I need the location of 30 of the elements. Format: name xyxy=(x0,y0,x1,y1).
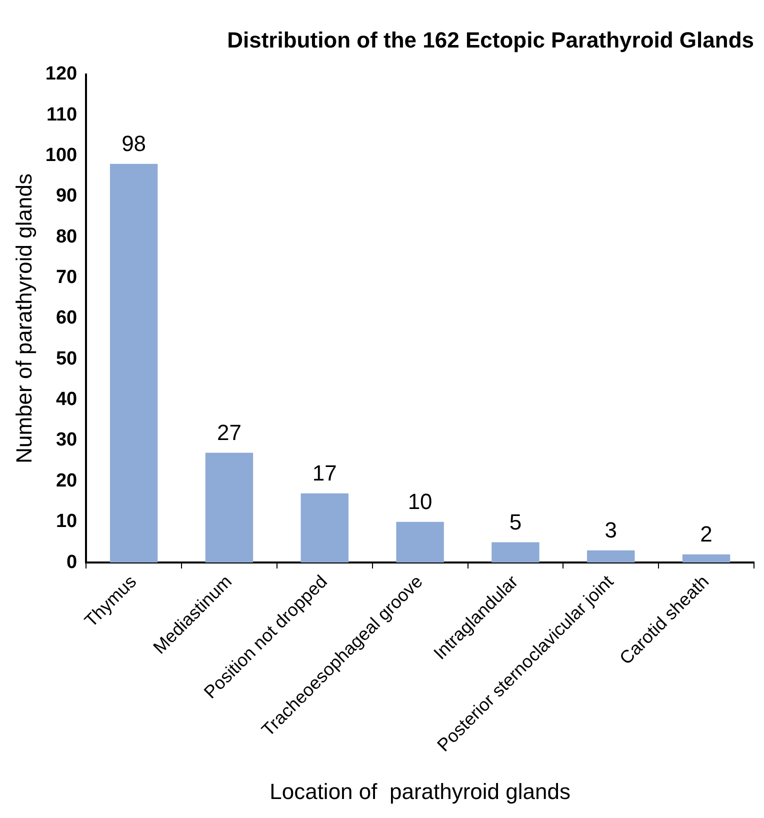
data-label: 10 xyxy=(408,488,432,514)
y-tick-label: 10 xyxy=(56,511,78,532)
data-label: 2 xyxy=(700,521,712,546)
y-tick-label: 120 xyxy=(45,64,78,85)
chart-title: Distribution of the 162 Ectopic Parathyroid Glands xyxy=(227,27,754,52)
data-label: 3 xyxy=(604,517,618,542)
bar xyxy=(300,493,348,563)
y-axis-title: Number of parathyroid glands xyxy=(11,174,36,464)
bar xyxy=(396,522,444,563)
y-tick-label: 100 xyxy=(45,144,78,166)
x-axis-title: Location of parathyroid glands xyxy=(270,778,570,804)
y-tick-label: 50 xyxy=(56,348,78,370)
data-label: 98 xyxy=(122,130,146,156)
y-tick-label: 30 xyxy=(56,430,78,451)
data-label: 5 xyxy=(509,509,522,534)
y-tick-label: 40 xyxy=(56,389,78,410)
data-label: 27 xyxy=(216,420,242,445)
bar xyxy=(682,554,730,563)
y-tick-label: 20 xyxy=(56,470,78,492)
bar xyxy=(492,542,540,563)
bar xyxy=(110,164,158,563)
data-label: 17 xyxy=(312,460,337,486)
y-tick-label: 60 xyxy=(56,308,78,329)
bar xyxy=(587,550,635,563)
y-tick-label: 80 xyxy=(56,226,78,248)
bar xyxy=(205,452,254,563)
y-tick-label: 110 xyxy=(46,104,78,126)
y-tick-label: 90 xyxy=(56,186,78,207)
y-tick-label: 70 xyxy=(56,267,78,288)
y-tick-label: 0 xyxy=(66,552,78,573)
